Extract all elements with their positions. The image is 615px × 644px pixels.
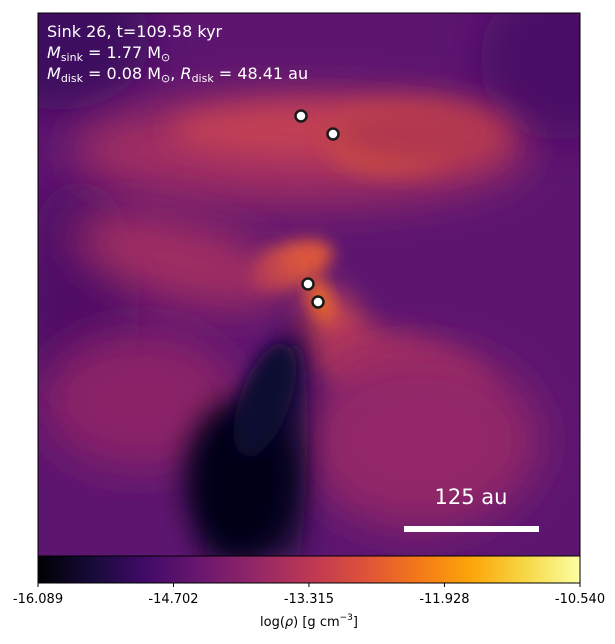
colorbar-gradient bbox=[37, 555, 581, 584]
sink-marker-4 bbox=[311, 295, 325, 309]
sink-particles bbox=[294, 109, 340, 309]
sink-marker-2 bbox=[326, 127, 340, 141]
sink-marker-3 bbox=[301, 277, 315, 291]
m-disk-unit-sub: ⊙ bbox=[161, 72, 170, 85]
annotation-line1: Sink 26, t=109.58 kyr bbox=[47, 22, 223, 41]
scale-bar-label: 125 au bbox=[435, 485, 508, 509]
sink-marker-1 bbox=[294, 109, 308, 123]
colorbar-label-rho: ρ bbox=[285, 615, 294, 630]
colorbar-tick-label-1: -14.702 bbox=[148, 592, 198, 607]
colorbar-tick-label-4: -10.540 bbox=[555, 592, 605, 607]
colorbar-ticks: -16.089 -14.702 -13.315 -11.928 -10.540 bbox=[13, 583, 605, 607]
m-sink-unit-sub: ⊙ bbox=[161, 51, 170, 64]
colorbar-tick-label-3: -11.928 bbox=[419, 592, 469, 607]
colorbar-tick-label-0: -16.089 bbox=[13, 592, 63, 607]
density-structures bbox=[38, 13, 580, 556]
density-map: Sink 26, t=109.58 kyr Msink = 1.77 M⊙ Md… bbox=[38, 13, 580, 556]
m-sink-value: = 1.77 M bbox=[83, 43, 161, 62]
colorbar-label: log(ρ) [g cm−3] bbox=[260, 613, 358, 630]
scale-bar bbox=[404, 526, 539, 532]
r-disk-sub: disk bbox=[192, 72, 215, 85]
m-sink-symbol: M bbox=[47, 43, 61, 62]
annotation-m-sink: Msink = 1.77 M⊙ bbox=[47, 43, 170, 64]
colorbar-label-prefix: log( bbox=[260, 615, 285, 630]
annotation-sep: , bbox=[170, 64, 180, 83]
colorbar-label-mid: ) [g cm bbox=[293, 615, 339, 630]
r-disk-value: = 48.41 au bbox=[214, 64, 308, 83]
m-sink-sub: sink bbox=[61, 51, 84, 64]
m-disk-sub: disk bbox=[61, 72, 84, 85]
r-disk-symbol: R bbox=[180, 64, 191, 83]
colorbar: -16.089 -14.702 -13.315 -11.928 -10.540 log(… bbox=[13, 555, 605, 630]
colorbar-label-exp: −3 bbox=[340, 613, 353, 623]
m-disk-value: = 0.08 M bbox=[83, 64, 161, 83]
annotation-m-disk: Mdisk = 0.08 M⊙, Rdisk = 48.41 au bbox=[47, 64, 308, 85]
m-disk-symbol: M bbox=[47, 64, 61, 83]
colorbar-label-suffix: ] bbox=[353, 615, 358, 630]
colorbar-tick-label-2: -13.315 bbox=[284, 592, 334, 607]
